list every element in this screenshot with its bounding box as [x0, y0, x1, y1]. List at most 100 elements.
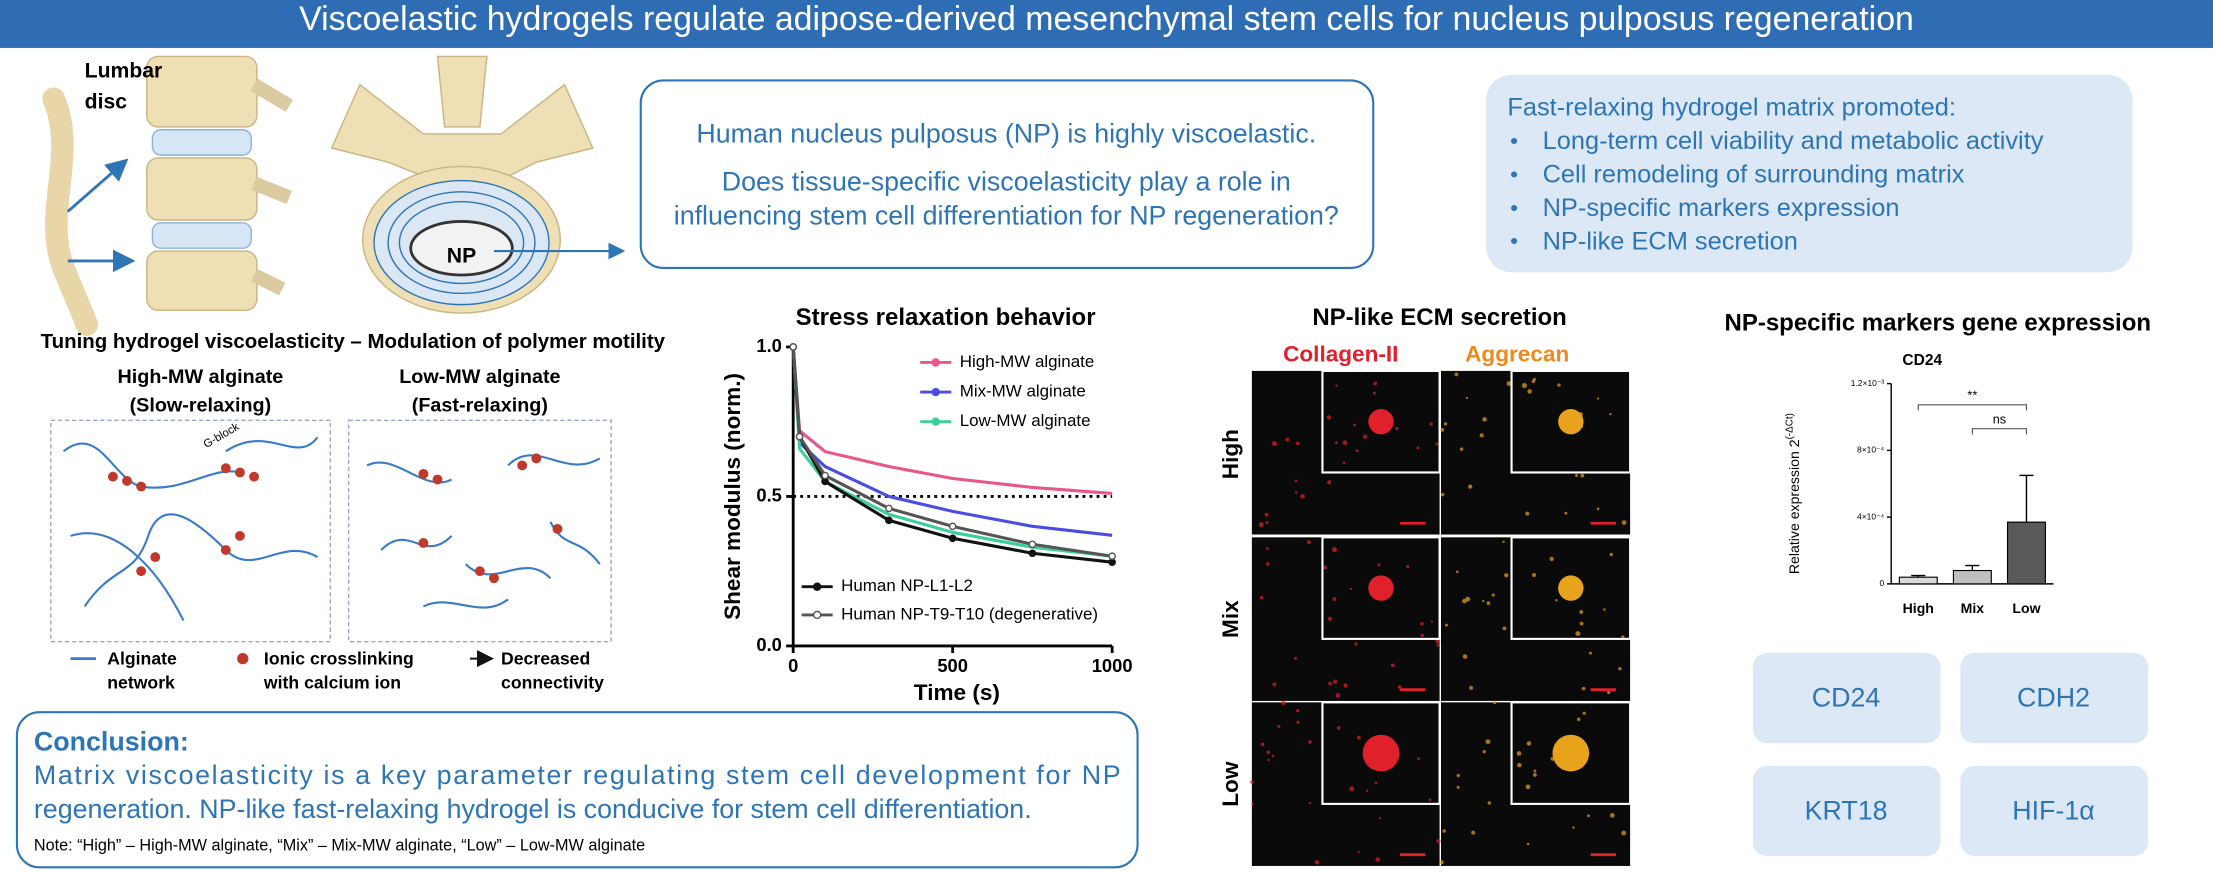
- point: [948, 534, 957, 543]
- speck: [1336, 726, 1341, 730]
- y-tick-label: 0: [1879, 578, 1884, 588]
- speck: [1521, 383, 1527, 389]
- speck: [1356, 735, 1361, 740]
- x-tick-label: 500: [937, 655, 968, 676]
- speck: [1502, 626, 1507, 631]
- speck: [1525, 784, 1531, 790]
- x-tick-label: 0: [788, 655, 798, 676]
- bullet: •: [1510, 229, 1518, 254]
- speck: [1353, 423, 1356, 427]
- legend-marker: [931, 358, 940, 367]
- crosslink: [136, 481, 147, 492]
- findings-list: • Long-term cell viability and metabolic …: [1510, 127, 2044, 255]
- speck: [1436, 643, 1440, 647]
- speck: [1295, 441, 1300, 446]
- speck: [1322, 565, 1327, 570]
- speck: [1442, 829, 1446, 833]
- speck: [1267, 758, 1270, 762]
- speck: [1362, 434, 1368, 439]
- y-axis-label-sup: (-ΔCt): [1784, 413, 1795, 439]
- speck: [1440, 492, 1445, 497]
- inset-frame: [1510, 701, 1632, 805]
- speck: [1335, 384, 1338, 387]
- crosslink: [107, 471, 118, 482]
- crosslink: [418, 538, 429, 548]
- gene-label: CDH2: [2017, 683, 2090, 713]
- spine-illustration: Lumbar disc: [42, 55, 293, 339]
- bar: [2006, 521, 2046, 585]
- speck: [1465, 396, 1468, 399]
- speck: [1296, 720, 1300, 724]
- speck: [1516, 751, 1522, 756]
- speck: [1459, 447, 1464, 451]
- speck: [1327, 480, 1332, 485]
- gene-label: CD24: [1812, 683, 1881, 713]
- speck: [1420, 622, 1424, 626]
- speck: [1526, 741, 1532, 746]
- speck: [1435, 442, 1439, 446]
- speck: [1564, 511, 1568, 515]
- speck: [1397, 685, 1402, 689]
- point: [1108, 552, 1116, 561]
- conclusion-box: [15, 711, 1139, 869]
- legend-text: connectivity: [501, 673, 604, 693]
- bullet: •: [1510, 195, 1518, 220]
- speck: [1486, 601, 1491, 605]
- crosslink: [489, 573, 499, 584]
- micrograph: [1440, 370, 1631, 535]
- speck: [1555, 598, 1558, 602]
- legend-marker: [931, 417, 940, 426]
- speck: [1365, 789, 1369, 792]
- conclusion-note: Note: “High” – High-MW alginate, “Mix” –…: [34, 836, 645, 854]
- crosslink: [220, 463, 231, 474]
- speck: [1429, 422, 1433, 426]
- inset-frame: [1321, 536, 1441, 640]
- speck: [1332, 547, 1338, 553]
- bar: [1952, 569, 1992, 585]
- speck: [1531, 379, 1535, 384]
- speck: [1314, 859, 1320, 865]
- point: [789, 343, 797, 351]
- speck: [1294, 491, 1298, 494]
- significance-bracket: [1971, 428, 2028, 435]
- speck: [1502, 540, 1505, 544]
- gene-label: HIF-1α: [2012, 795, 2095, 825]
- legend-marker: [931, 387, 940, 397]
- speck: [1308, 801, 1312, 805]
- question-text: Does tissue-specific viscoelasticity pla…: [722, 166, 1291, 196]
- speck: [1333, 679, 1338, 684]
- panel-title: Low-MW alginate: [399, 366, 560, 388]
- crosslink: [136, 566, 147, 577]
- speck: [1557, 383, 1561, 387]
- speck: [1416, 446, 1420, 450]
- speck: [1349, 587, 1353, 591]
- legend-label: Human NP-T9-T10 (degenerative): [841, 604, 1098, 623]
- y-tick-label: 1.0: [756, 335, 781, 356]
- speck: [1482, 749, 1486, 754]
- speck: [1272, 682, 1277, 687]
- point: [795, 432, 804, 441]
- speck: [1285, 437, 1290, 442]
- finding-item: Long-term cell viability and metabolic a…: [1543, 127, 2044, 155]
- section-title: NP-specific markers gene expression: [1725, 310, 2151, 337]
- speck: [1260, 742, 1265, 747]
- crosslink: [150, 552, 161, 563]
- speck: [1251, 802, 1254, 805]
- speck: [1335, 693, 1341, 698]
- crosslink: [432, 474, 443, 485]
- speck: [1417, 757, 1421, 761]
- x-tick-label: High: [1903, 600, 1934, 616]
- speck: [1326, 415, 1332, 420]
- point: [885, 504, 893, 513]
- panel-subtitle: (Fast-relaxing): [412, 394, 548, 416]
- speck: [1294, 656, 1298, 660]
- x-tick-label: Mix: [1961, 600, 1985, 616]
- y-tick-label: 8×10⁻⁴: [1857, 445, 1885, 455]
- speck: [1395, 426, 1399, 431]
- speck: [1378, 816, 1381, 820]
- speck: [1444, 623, 1448, 627]
- cell: [1368, 408, 1394, 435]
- speck: [1258, 522, 1264, 528]
- speck: [1265, 520, 1269, 524]
- speck: [1517, 762, 1522, 768]
